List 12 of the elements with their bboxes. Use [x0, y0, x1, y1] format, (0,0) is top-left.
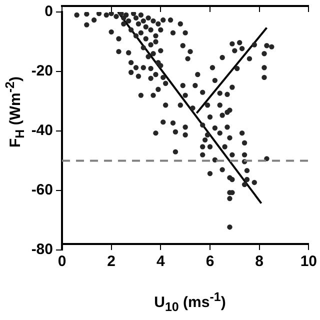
- x-tick-label: 8: [255, 253, 264, 270]
- x-axis-title: U$_{10}$ (ms$^{-1}$): [153, 290, 227, 314]
- y-tick-label: -60: [31, 182, 53, 199]
- x-tick-label: 4: [156, 253, 166, 270]
- y-tick-label: 0: [44, 3, 53, 20]
- x-tick-label: 0: [58, 253, 66, 270]
- y-tick-label: -40: [31, 122, 53, 140]
- y-tick-label: -80: [31, 241, 53, 258]
- x-tick-label: 2: [107, 253, 116, 270]
- x-tick-label: 6: [206, 253, 214, 270]
- x-tick-label: 10: [300, 253, 317, 270]
- y-tick-label: -20: [31, 62, 53, 80]
